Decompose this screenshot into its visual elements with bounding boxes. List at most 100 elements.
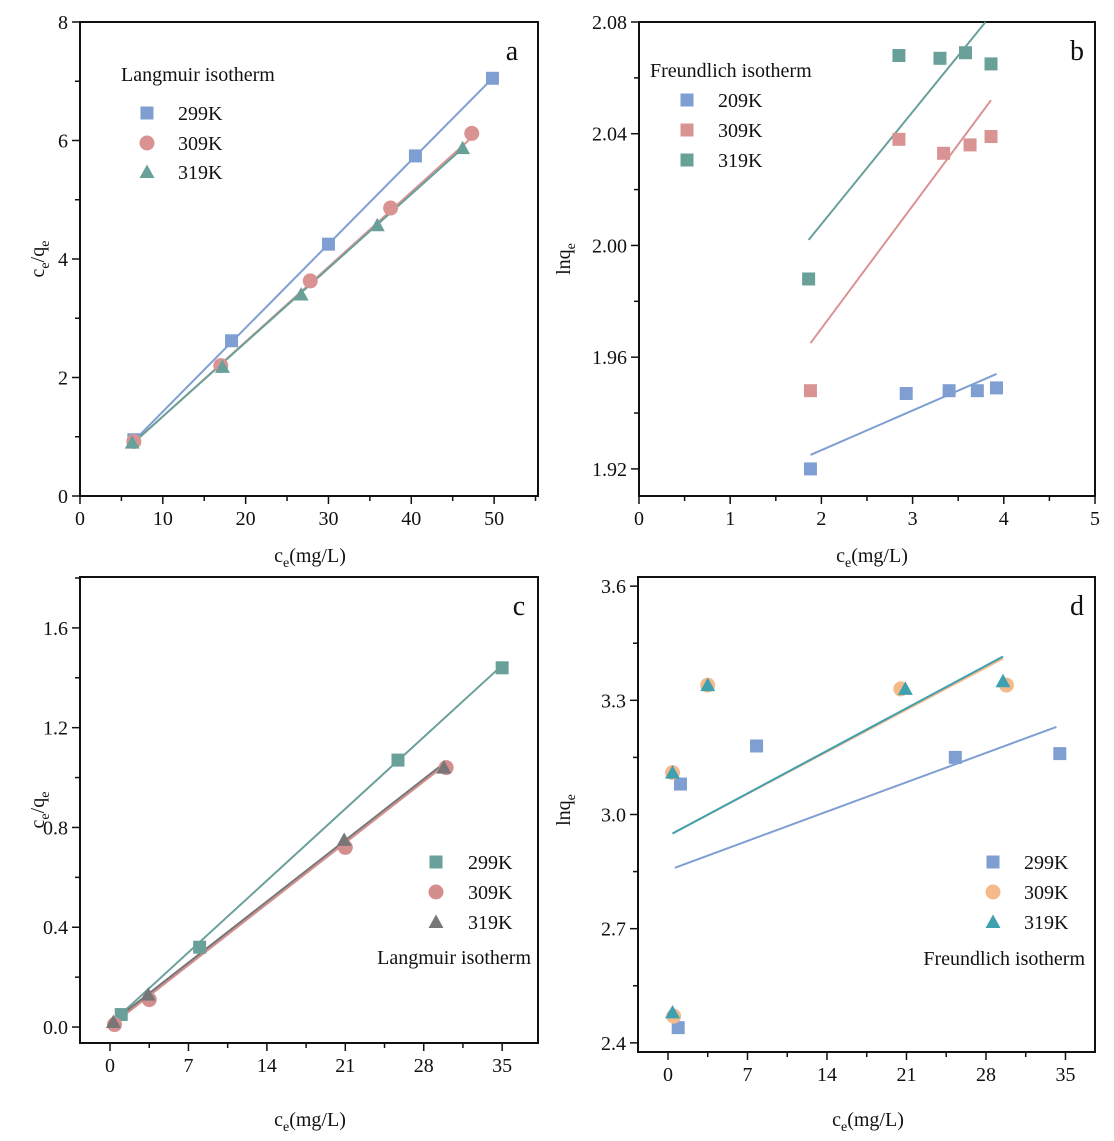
data-point-299K xyxy=(408,149,422,163)
label-part: /q xyxy=(27,247,49,263)
fit-line-299K xyxy=(111,664,503,1023)
fit-line-319K xyxy=(672,655,1004,835)
x-tick-label: 0 xyxy=(634,508,644,530)
data-point-319K xyxy=(995,673,1011,688)
data-point-319K xyxy=(984,57,998,71)
legend-marker-299K xyxy=(140,106,154,120)
y-tick-label: 1.96 xyxy=(592,347,627,369)
panel-letter: c xyxy=(513,591,525,622)
y-axis-label: lnqe xyxy=(553,243,579,275)
label-part: lnq xyxy=(553,800,575,826)
fit-line-309K xyxy=(809,99,992,344)
y-axis-label: ce/qe xyxy=(27,241,53,278)
data-point-319K xyxy=(124,435,140,449)
y-tick-label: 3.6 xyxy=(601,576,626,598)
subscript: e xyxy=(38,262,53,268)
data-point-309K xyxy=(302,273,318,289)
label-part: (mg/L) xyxy=(851,545,908,567)
y-tick-label: 2.4 xyxy=(601,1033,626,1055)
subscript: e xyxy=(38,792,53,798)
data-point-309K xyxy=(464,125,480,141)
data-point-299K xyxy=(225,334,239,348)
y-tick-label: 1.6 xyxy=(43,618,68,640)
data-point-209K xyxy=(899,386,913,400)
y-tick-label: 4 xyxy=(58,249,68,271)
x-tick-label: 20 xyxy=(236,508,256,530)
legend-marker-309K xyxy=(680,123,694,137)
legend-marker-309K xyxy=(428,884,444,900)
legend-entry: 209K xyxy=(718,90,763,112)
y-tick-label: 2.04 xyxy=(592,124,627,146)
panel-letter: a xyxy=(506,36,519,67)
legend: Freundlich isotherm 209K 309K 319K xyxy=(650,60,812,172)
data-point-319K xyxy=(293,287,309,301)
data-point-209K xyxy=(970,384,984,398)
subscript: e xyxy=(38,813,53,819)
subscript: e xyxy=(564,794,579,800)
x-tick-label: 35 xyxy=(1055,1064,1075,1086)
legend-title: Freundlich isotherm xyxy=(923,948,1085,970)
data-point-319K xyxy=(897,681,913,695)
subscript: e xyxy=(564,243,579,249)
y-tick-label: 3.3 xyxy=(601,690,626,712)
legend-entry: 319K xyxy=(178,162,223,184)
y-tick-label: 0 xyxy=(58,486,68,508)
legend-entry: 299K xyxy=(1024,852,1069,874)
data-point-319K xyxy=(700,677,716,692)
y-tick-label: 2.7 xyxy=(601,919,626,941)
x-tick-label: 7 xyxy=(183,1055,193,1077)
y-tick-label: 1.2 xyxy=(43,718,68,740)
y-tick-label: 3.0 xyxy=(601,805,626,827)
label-part: c xyxy=(274,545,283,567)
data-point-309K xyxy=(937,146,951,160)
legend-entry: 309K xyxy=(1024,882,1069,904)
data-point-319K xyxy=(802,272,816,286)
label-part: c xyxy=(27,819,49,828)
legend-entry: 299K xyxy=(468,852,513,874)
y-tick-label: 0.0 xyxy=(43,1017,68,1039)
y-tick-label: 6 xyxy=(58,131,68,153)
data-point-299K xyxy=(671,1021,685,1035)
y-tick-label: 8 xyxy=(58,12,68,34)
data-point-299K xyxy=(321,237,335,251)
x-tick-label: 2 xyxy=(816,508,826,530)
legend: Freundlich isotherm 299K 309K 319K xyxy=(923,852,1085,970)
x-axis-label: ce(mg/L) xyxy=(832,1109,904,1135)
legend-marker-319K xyxy=(139,164,155,178)
label-part: c xyxy=(27,268,49,277)
y-tick-label: 2.08 xyxy=(592,12,627,34)
label-part: /q xyxy=(27,798,49,814)
legend-entry: 319K xyxy=(1024,912,1069,934)
label-part: c xyxy=(274,1109,283,1131)
legend-marker-209K xyxy=(680,93,694,107)
legend-entry: 309K xyxy=(178,133,223,155)
label-part: c xyxy=(836,545,845,567)
label-part: c xyxy=(832,1109,841,1131)
y-tick-label: 2 xyxy=(58,368,68,390)
data-point-299K xyxy=(750,739,764,753)
x-tick-label: 7 xyxy=(742,1064,752,1086)
data-point-319K xyxy=(665,1004,680,1019)
data-point-299K xyxy=(673,777,687,791)
data-point-319K xyxy=(105,1014,121,1029)
label-part: lnq xyxy=(553,249,575,275)
data-point-319K xyxy=(933,51,947,65)
data-point-319K xyxy=(336,832,352,846)
data-point-319K xyxy=(455,140,471,155)
data-point-299K xyxy=(193,940,207,954)
subscript: e xyxy=(38,241,53,247)
legend-marker-309K xyxy=(139,135,155,151)
data-point-209K xyxy=(942,384,956,398)
fit-line-209K xyxy=(810,373,997,456)
legend-entry: 319K xyxy=(718,150,763,172)
subscript: e xyxy=(845,556,851,571)
data-point-309K xyxy=(963,138,977,152)
legend-title: Langmuir isotherm xyxy=(121,64,275,86)
y-tick-label: 2.00 xyxy=(592,235,627,257)
plot-frame xyxy=(638,21,1096,497)
legend-marker-309K xyxy=(985,884,1001,900)
x-tick-label: 21 xyxy=(335,1055,355,1077)
data-point-299K xyxy=(485,71,499,85)
